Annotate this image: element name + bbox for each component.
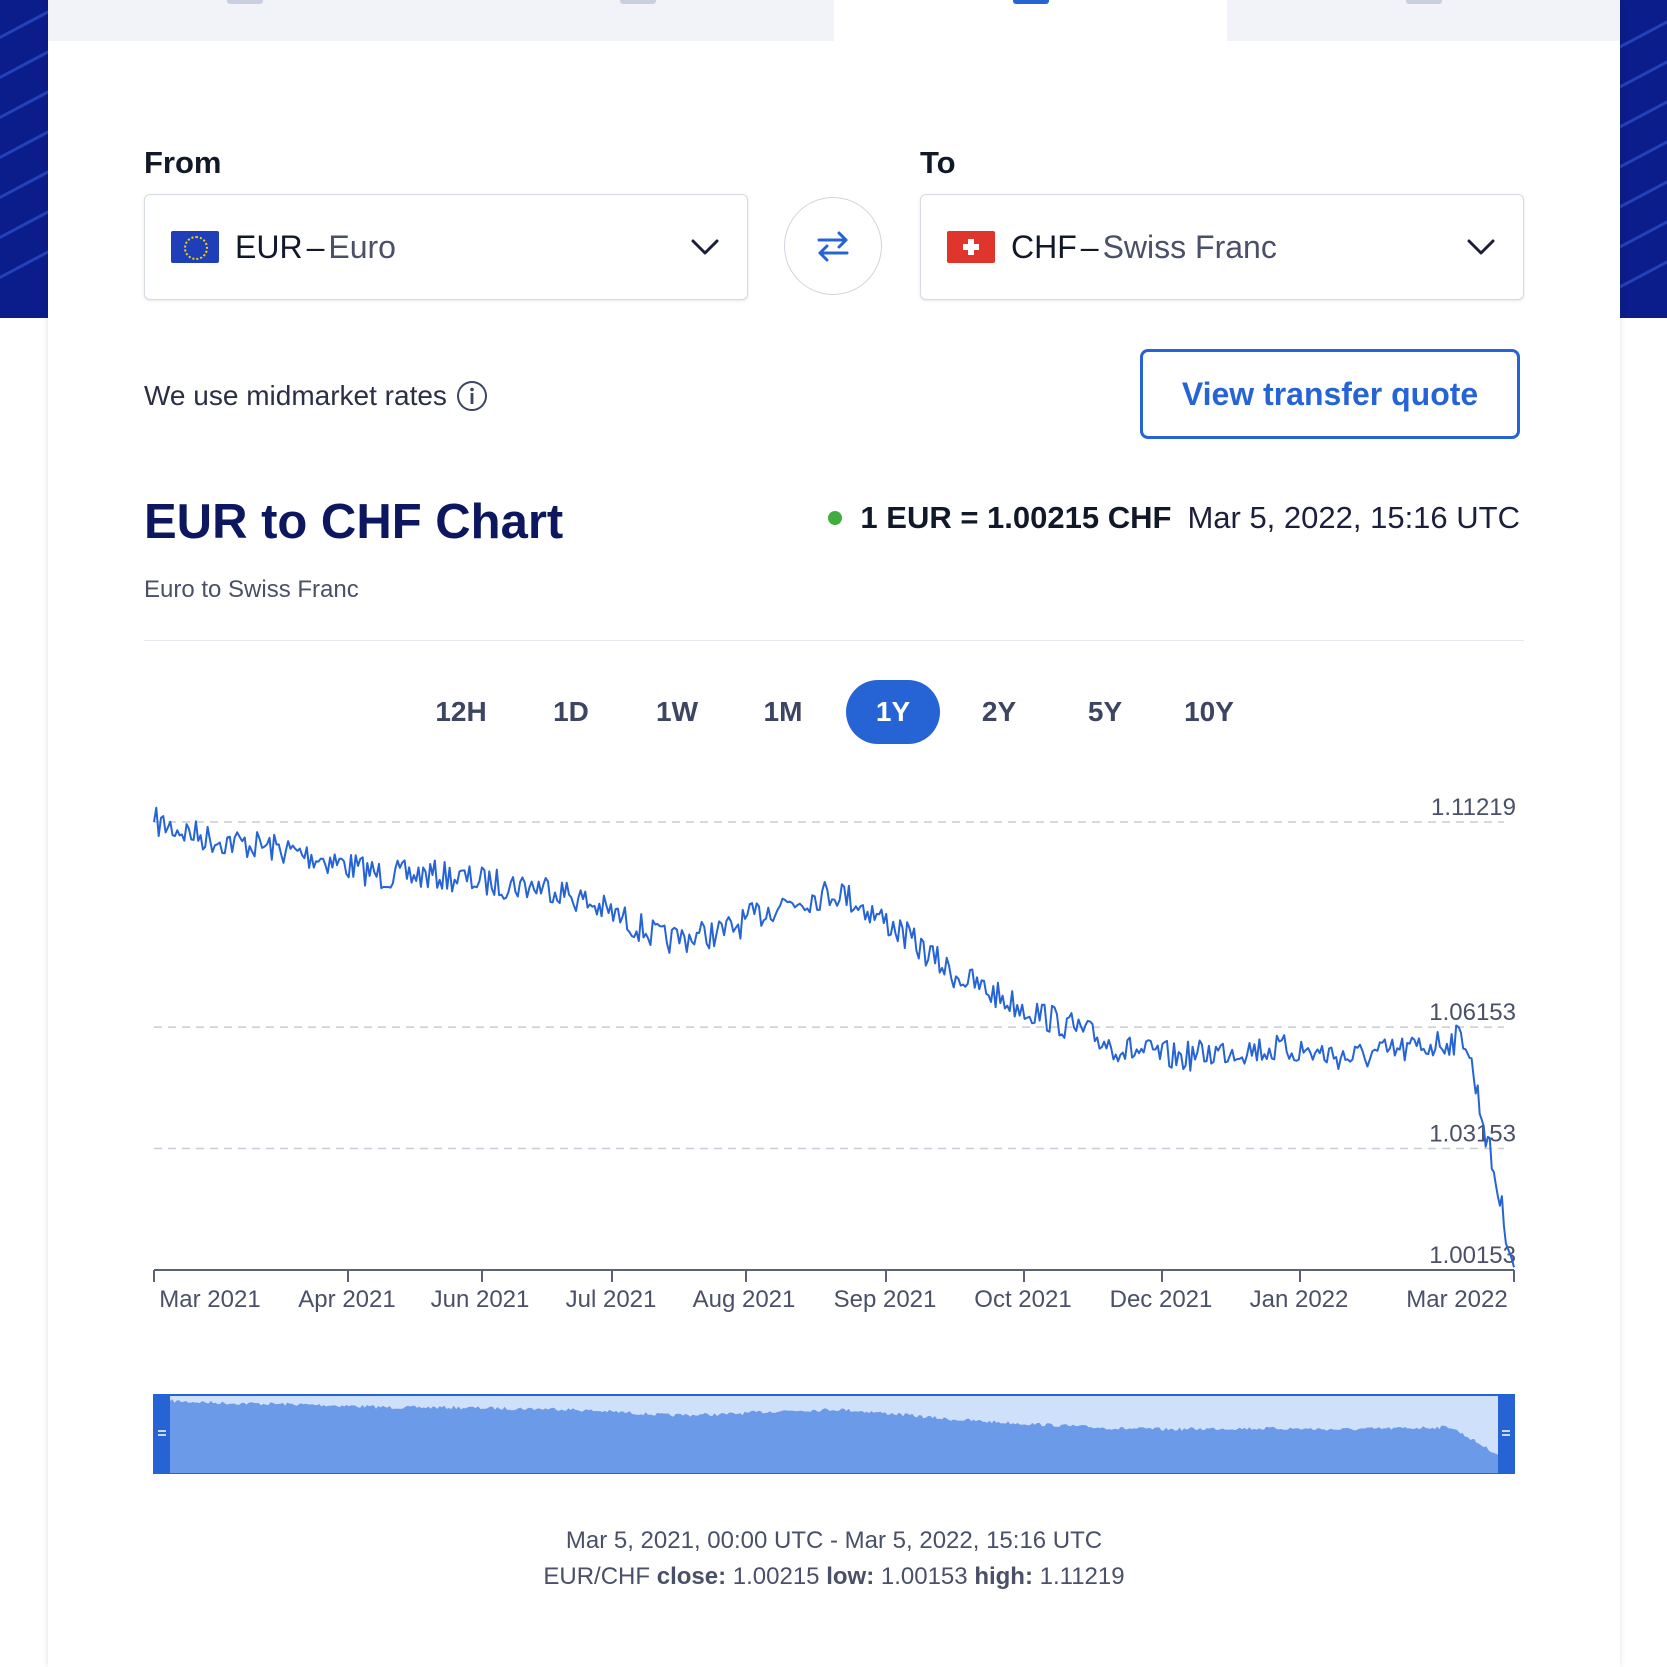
range-navigator[interactable] <box>48 1390 1620 1480</box>
range-1d-button[interactable]: 1D <box>553 696 589 727</box>
navigator-area <box>170 1399 1498 1473</box>
swap-arrows-icon <box>817 231 849 262</box>
rate-line-chart[interactable]: 1.11219 1.06153 1.03153 1.00153 Mar 2021 Apr … <box>48 780 1620 1320</box>
info-icon[interactable] <box>456 380 488 412</box>
y-tick-label: 1.00153 <box>1429 1242 1516 1269</box>
to-currency-value: CHF – Swiss Franc <box>1011 228 1277 265</box>
send-icon <box>619 0 656 4</box>
swap-currencies-button[interactable] <box>784 197 882 295</box>
tool-tabs <box>48 0 1620 41</box>
bell-icon <box>1405 0 1442 4</box>
midmarket-text: We use midmarket rates <box>144 380 447 411</box>
eu-flag-icon <box>171 231 219 263</box>
x-tick-label: Dec 2021 <box>1110 1286 1213 1313</box>
view-transfer-quote-button[interactable]: View transfer quote <box>1140 349 1520 439</box>
range-2y-button[interactable]: 2Y <box>981 696 1017 727</box>
tab-send[interactable] <box>441 0 834 41</box>
from-currency-value: EUR – Euro <box>235 228 396 265</box>
range-12h-button[interactable]: 12H <box>435 696 487 727</box>
x-tick-label: Sep 2021 <box>834 1286 937 1313</box>
footer-period: Mar 5, 2021, 00:00 UTC - Mar 5, 2022, 15… <box>565 1527 1103 1554</box>
tab-charts[interactable] <box>834 0 1227 41</box>
x-tick-label: Aug 2021 <box>693 1286 796 1313</box>
divider <box>144 640 1524 641</box>
y-tick-label: 1.11219 <box>1431 794 1516 821</box>
range-1w-button[interactable]: 1W <box>656 696 698 727</box>
x-tick-label: Jul 2021 <box>566 1286 657 1313</box>
navigator-handle-left[interactable] <box>154 1395 170 1473</box>
to-currency-select[interactable]: CHF – Swiss Franc <box>920 194 1524 300</box>
series-line <box>153 806 1515 1268</box>
range-5y-button[interactable]: 5Y <box>1087 696 1123 727</box>
live-status-dot <box>828 511 843 525</box>
x-tick-label: Mar 2022 <box>1406 1286 1507 1313</box>
tab-alerts[interactable] <box>1227 0 1620 41</box>
background-band-left <box>0 0 50 318</box>
from-label: From <box>144 145 222 180</box>
chart-title: EUR to CHF Chart <box>144 495 564 549</box>
y-tick-label: 1.03153 <box>1429 1121 1516 1148</box>
chart-subtitle: Euro to Swiss Franc <box>144 576 359 603</box>
range-1m-button[interactable]: 1M <box>763 696 803 727</box>
from-currency-select[interactable]: EUR – Euro <box>144 194 748 300</box>
navigator-handle-right[interactable] <box>1498 1395 1514 1473</box>
midmarket-note: We use midmarket rates <box>144 380 488 412</box>
swiss-flag-icon <box>947 231 995 263</box>
rate-value: 1 EUR = 1.00215 CHF <box>860 500 1172 535</box>
x-tick-label: Jun 2021 <box>431 1286 530 1313</box>
y-tick-label: 1.06153 <box>1429 999 1516 1026</box>
background-band-right <box>1619 0 1667 318</box>
x-tick-label: Jan 2022 <box>1250 1286 1349 1313</box>
range-1y-button[interactable]: 1Y <box>846 680 940 744</box>
x-tick-label: Oct 2021 <box>974 1286 1071 1313</box>
chevron-down-icon <box>691 239 719 255</box>
convert-icon <box>226 0 263 4</box>
range-selector: 12H 1D 1W 1M 1Y 2Y 5Y 10Y <box>48 680 1620 744</box>
footer-stats: EUR/CHF close: 1.00215 low: 1.00153 high… <box>543 1563 1125 1590</box>
range-10y-button[interactable]: 10Y <box>1184 696 1234 727</box>
to-label: To <box>920 145 956 180</box>
x-tick-label: Mar 2021 <box>159 1286 260 1313</box>
chevron-down-icon <box>1467 239 1495 255</box>
converter-card: From To EUR – Euro CHF – Swiss Franc We use … <box>48 0 1620 1667</box>
x-tick-label: Apr 2021 <box>298 1286 395 1313</box>
chart-icon <box>1012 0 1049 4</box>
live-rate: 1 EUR = 1.00215 CHF Mar 5, 2022, 15:16 U… <box>828 500 1520 536</box>
tab-convert[interactable] <box>48 0 441 41</box>
rate-timestamp: Mar 5, 2022, 15:16 UTC <box>1187 500 1520 535</box>
